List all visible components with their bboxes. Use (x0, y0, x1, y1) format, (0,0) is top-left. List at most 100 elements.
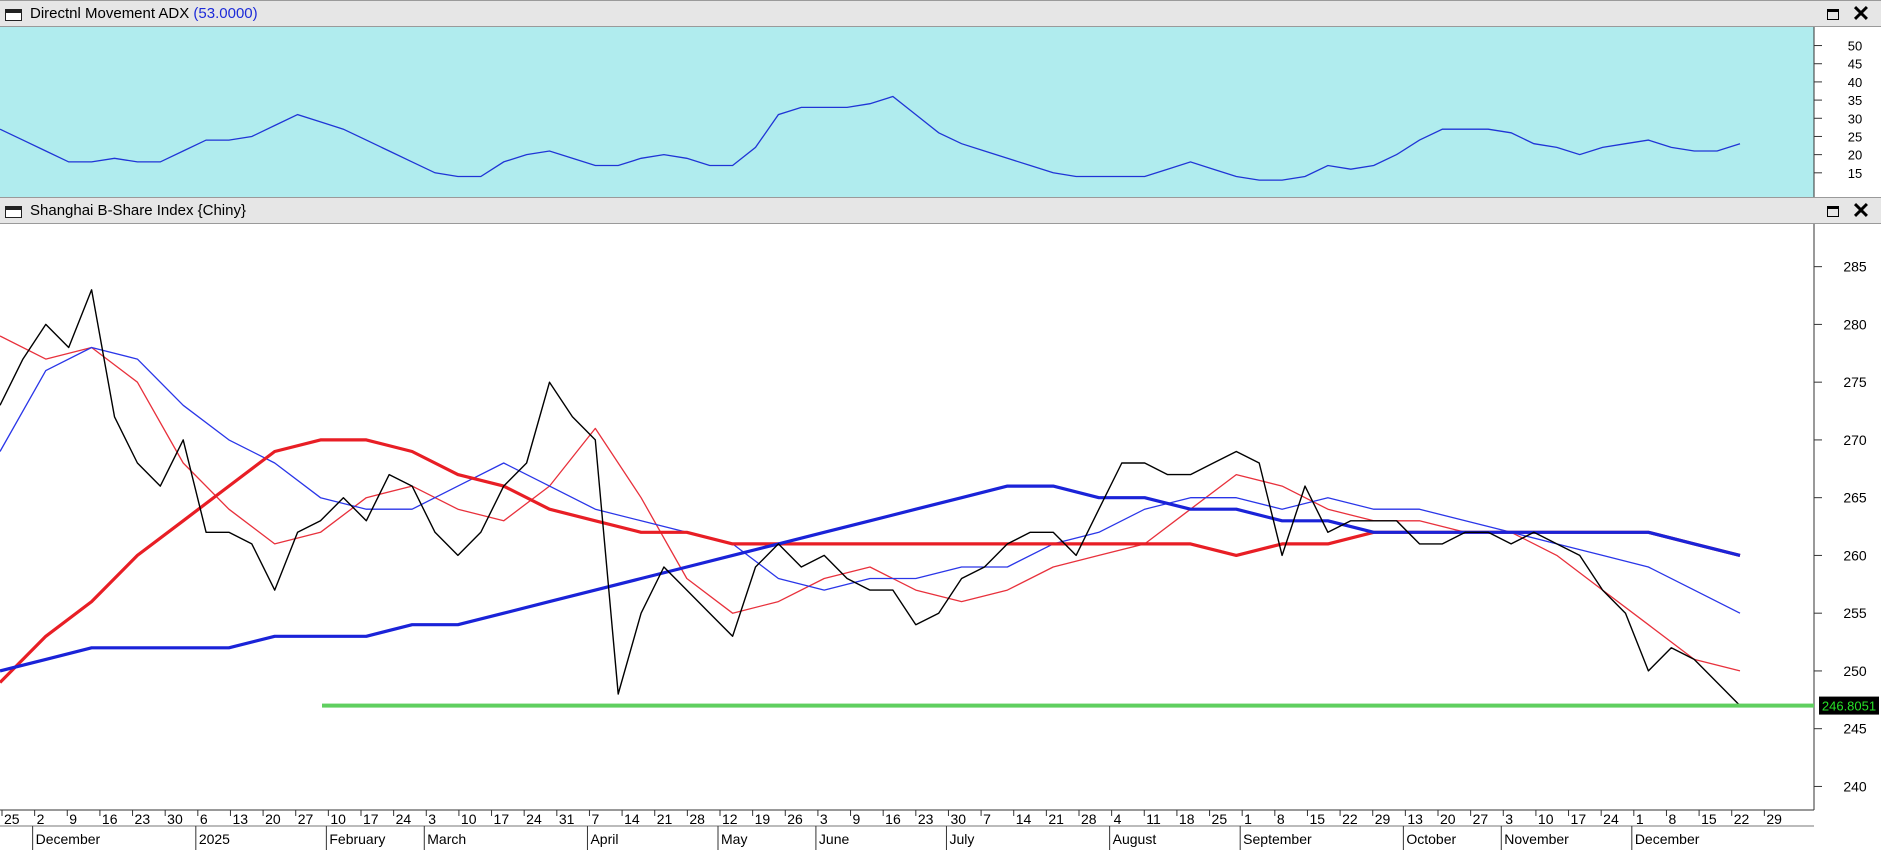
xtick-label: 29 (1766, 811, 1782, 827)
price-ytick-label: 245 (1843, 721, 1867, 737)
xtick-label: 22 (1342, 811, 1358, 827)
adx-series-line (0, 95, 1741, 181)
xtick-label: 12 (722, 811, 738, 827)
month-label: March (427, 831, 466, 847)
xtick-label: 28 (1081, 811, 1097, 827)
xtick-label: 9 (853, 811, 861, 827)
xtick-label: 3 (428, 811, 436, 827)
xtick-label: 8 (1668, 811, 1676, 827)
adx-title: Directnl Movement ADX (30, 5, 190, 22)
xtick-label: 27 (1473, 811, 1489, 827)
xtick-label: 27 (298, 811, 314, 827)
price-ytick-label: 280 (1843, 316, 1867, 332)
xtick-label: 8 (1277, 811, 1285, 827)
xtick-label: 10 (461, 811, 477, 827)
xtick-label: 14 (1016, 811, 1032, 827)
xtick-label: 15 (1701, 811, 1717, 827)
xtick-label: 31 (559, 811, 575, 827)
xtick-label: 26 (787, 811, 803, 827)
xtick-label: 14 (624, 811, 640, 827)
price-ytick-label: 275 (1843, 374, 1867, 390)
adx-ytick-label: 25 (1848, 129, 1862, 144)
price-series-line (0, 346, 1741, 614)
xtick-label: 19 (755, 811, 771, 827)
xtick-label: 21 (1048, 811, 1064, 827)
xtick-label: 1 (1636, 811, 1644, 827)
xtick-label: 9 (69, 811, 77, 827)
xtick-label: 6 (200, 811, 208, 827)
maximize-icon[interactable] (1822, 4, 1844, 24)
month-label: December (1635, 831, 1700, 847)
month-label: 2025 (199, 831, 230, 847)
adx-value: (53.0000) (193, 5, 258, 22)
month-label: December (36, 831, 101, 847)
price-title: Shanghai B-Share Index {Chiny} (30, 202, 246, 219)
adx-ytick-label: 30 (1848, 111, 1862, 126)
price-series-line (0, 335, 1741, 672)
xtick-label: 16 (885, 811, 901, 827)
price-plot-area (0, 224, 1814, 810)
xtick-label: 20 (265, 811, 281, 827)
adx-titlebar: Directnl Movement ADX (53.0000) ✕ (0, 0, 1881, 27)
xtick-label: 13 (1407, 811, 1423, 827)
month-label: May (721, 831, 747, 847)
xtick-label: 28 (689, 811, 705, 827)
xtick-label: 30 (167, 811, 183, 827)
price-series-line (0, 289, 1741, 707)
price-ytick-label: 285 (1843, 259, 1867, 275)
price-series-line (0, 484, 1741, 673)
xtick-label: 25 (4, 811, 20, 827)
adx-ytick-label: 15 (1848, 166, 1862, 181)
price-ytick-label: 250 (1843, 663, 1867, 679)
adx-ytick-label: 20 (1848, 148, 1862, 163)
window-icon (5, 206, 22, 218)
month-label: August (1113, 831, 1157, 847)
adx-ytick-label: 45 (1848, 57, 1862, 72)
xtick-label: 4 (1114, 811, 1122, 827)
month-label: July (949, 831, 974, 847)
price-ytick-label: 265 (1843, 490, 1867, 506)
xtick-label: 15 (1309, 811, 1325, 827)
xtick-label: 10 (330, 811, 346, 827)
xtick-label: 10 (1538, 811, 1554, 827)
support-line (322, 703, 1814, 708)
adx-chart: 15 20 25 30 35 40 45 50 (0, 27, 1862, 197)
xtick-label: 17 (494, 811, 510, 827)
xtick-label: 17 (1571, 811, 1587, 827)
last-value-label: 246.8051 (1822, 699, 1876, 714)
xtick-label: 23 (135, 811, 151, 827)
xtick-label: 24 (526, 811, 542, 827)
month-label: April (590, 831, 618, 847)
xtick-label: 17 (363, 811, 379, 827)
xtick-label: 13 (232, 811, 248, 827)
month-label: September (1243, 831, 1312, 847)
xtick-label: 3 (820, 811, 828, 827)
month-label: November (1504, 831, 1569, 847)
xtick-label: 20 (1440, 811, 1456, 827)
xtick-label: 29 (1375, 811, 1391, 827)
price-ytick-label: 240 (1843, 778, 1867, 794)
adx-ytick-label: 40 (1848, 75, 1862, 90)
close-icon[interactable]: ✕ (1851, 198, 1871, 223)
xtick-label: 7 (983, 811, 991, 827)
maximize-icon[interactable] (1822, 201, 1844, 221)
last-value-badge: 246.8051 (1819, 696, 1879, 715)
xtick-label: 11 (1146, 811, 1161, 827)
xtick-label: 25 (1212, 811, 1228, 827)
xtick-label: 24 (1603, 811, 1619, 827)
xtick-label: 1 (1244, 811, 1252, 827)
xtick-label: 24 (396, 811, 412, 827)
xtick-label: 22 (1734, 811, 1750, 827)
price-ytick-label: 270 (1843, 432, 1867, 448)
xtick-label: 7 (591, 811, 599, 827)
month-label: October (1406, 831, 1456, 847)
adx-ytick-label: 50 (1848, 39, 1862, 54)
close-icon[interactable]: ✕ (1851, 1, 1871, 26)
price-ytick-label: 260 (1843, 547, 1867, 563)
xtick-label: 16 (102, 811, 118, 827)
xtick-label: 21 (657, 811, 673, 827)
xtick-label: 2 (37, 811, 45, 827)
xtick-label: 30 (950, 811, 966, 827)
month-label: June (819, 831, 850, 847)
